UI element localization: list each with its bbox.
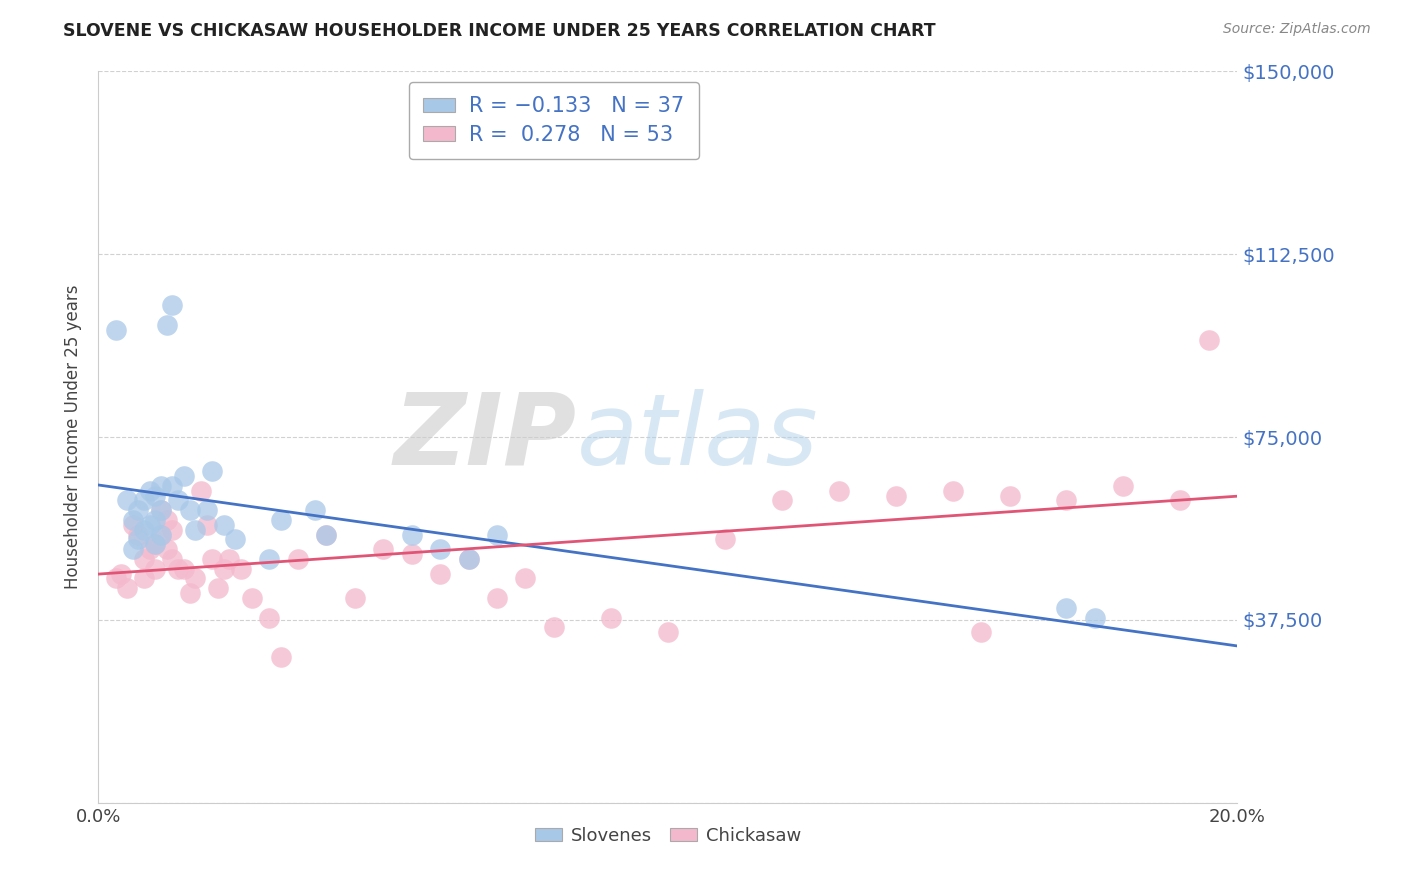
Point (515, 572, 537, 586)
Point (150, 527, 173, 541)
Point (167, 562, 190, 576)
Point (162, 298, 184, 312)
Point (162, 523, 184, 537)
Point (167, 493, 190, 508)
Text: Source: ZipAtlas.com: Source: ZipAtlas.com (1223, 22, 1371, 37)
Point (121, 517, 143, 532)
Point (270, 649, 292, 664)
Point (132, 523, 155, 537)
Y-axis label: Householder Income Under 25 years: Householder Income Under 25 years (65, 285, 83, 590)
Point (132, 572, 155, 586)
Point (401, 527, 423, 541)
Point (121, 542, 143, 557)
Point (259, 552, 281, 566)
Point (104, 323, 127, 337)
Point (127, 533, 149, 547)
Point (1084, 610, 1107, 624)
Point (240, 591, 263, 605)
Point (150, 503, 173, 517)
Point (1170, 493, 1192, 508)
Point (457, 552, 479, 566)
Point (190, 483, 212, 498)
Point (828, 483, 851, 498)
Legend: Slovenes, Chickasaw: Slovenes, Chickasaw (527, 820, 808, 852)
Point (150, 527, 173, 541)
Point (156, 513, 179, 527)
Point (600, 610, 623, 624)
Point (121, 513, 143, 527)
Point (195, 517, 218, 532)
Point (1112, 479, 1135, 493)
Point (287, 552, 309, 566)
Point (543, 620, 565, 634)
Point (315, 527, 337, 541)
Point (145, 537, 167, 551)
Point (429, 542, 451, 557)
Point (179, 586, 201, 600)
Point (212, 562, 235, 576)
Point (1056, 600, 1078, 615)
Point (127, 503, 149, 517)
Point (714, 533, 737, 547)
Point (195, 503, 218, 517)
Point (1056, 493, 1078, 508)
Point (138, 542, 160, 557)
Point (115, 493, 138, 508)
Point (942, 483, 965, 498)
Point (173, 562, 195, 576)
Point (173, 469, 195, 483)
Point (145, 562, 167, 576)
Point (162, 479, 184, 493)
Point (401, 547, 423, 561)
Point (150, 503, 173, 517)
Point (486, 527, 509, 541)
Point (970, 625, 993, 640)
Point (884, 489, 907, 503)
Point (150, 479, 173, 493)
Point (270, 513, 292, 527)
Point (304, 503, 326, 517)
Point (132, 552, 155, 566)
Point (145, 489, 167, 503)
Point (138, 483, 160, 498)
Point (657, 625, 679, 640)
Point (132, 493, 155, 508)
Text: atlas: atlas (576, 389, 818, 485)
Point (1198, 333, 1220, 347)
Point (201, 464, 224, 478)
Point (259, 610, 281, 624)
Point (218, 552, 240, 566)
Point (224, 533, 246, 547)
Text: SLOVENE VS CHICKASAW HOUSEHOLDER INCOME UNDER 25 YEARS CORRELATION CHART: SLOVENE VS CHICKASAW HOUSEHOLDER INCOME … (63, 22, 936, 40)
Point (429, 566, 451, 581)
Point (115, 581, 138, 595)
Point (201, 552, 224, 566)
Text: ZIP: ZIP (394, 389, 576, 485)
Point (145, 513, 167, 527)
Point (184, 572, 207, 586)
Point (110, 566, 132, 581)
Point (207, 581, 229, 595)
Point (127, 527, 149, 541)
Point (179, 503, 201, 517)
Point (184, 523, 207, 537)
Point (457, 552, 479, 566)
Point (156, 542, 179, 557)
Point (486, 591, 509, 605)
Point (156, 318, 179, 332)
Point (162, 552, 184, 566)
Point (212, 517, 235, 532)
Point (229, 562, 252, 576)
Point (315, 527, 337, 541)
Point (138, 517, 160, 532)
Point (343, 591, 366, 605)
Point (998, 489, 1021, 503)
Point (104, 572, 127, 586)
Point (373, 542, 395, 557)
Point (770, 493, 793, 508)
Point (145, 537, 167, 551)
